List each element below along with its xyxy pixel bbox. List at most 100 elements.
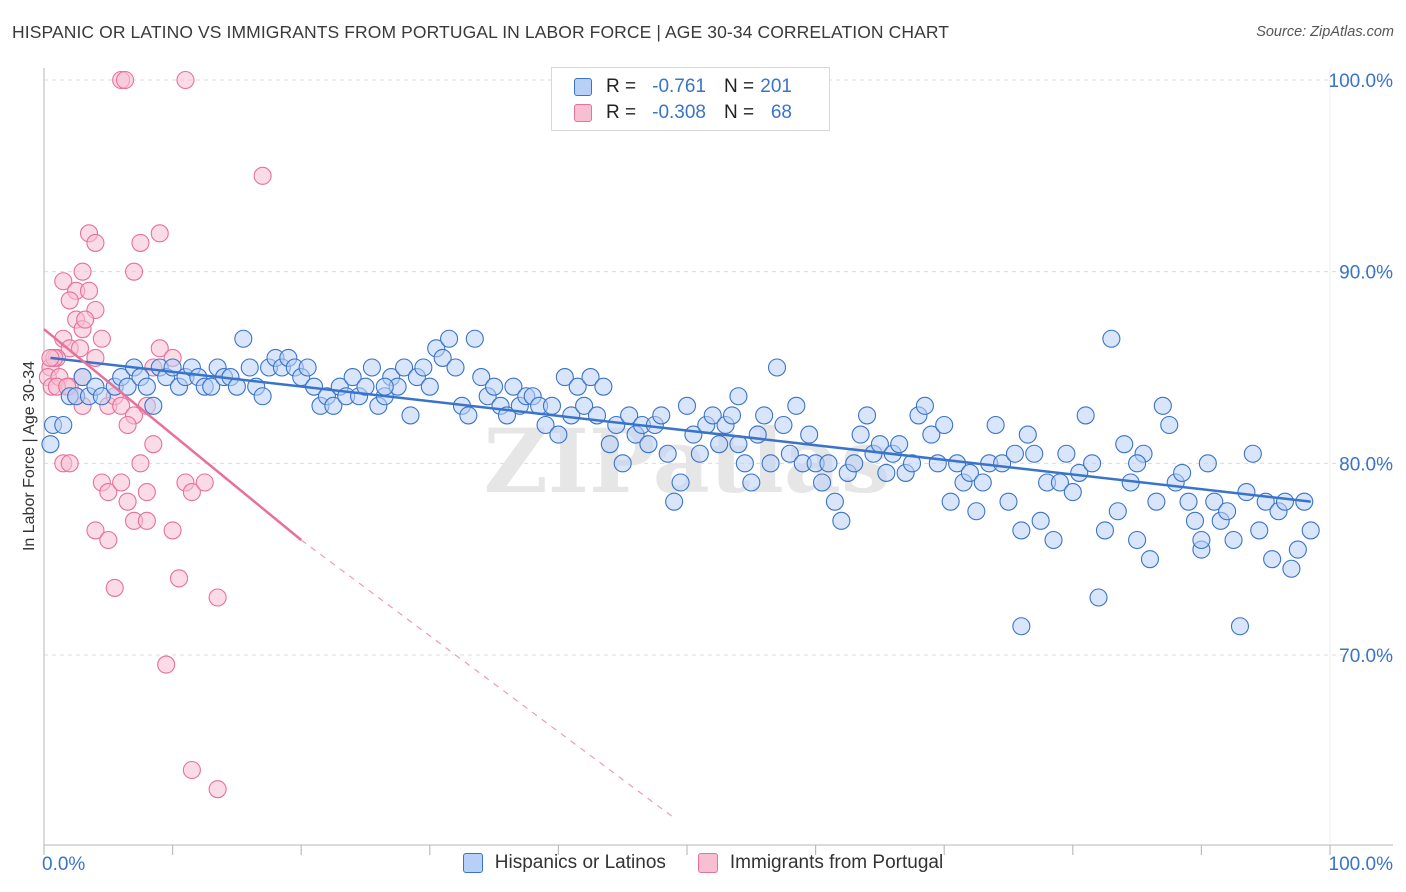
hispanic-point	[1230, 617, 1250, 636]
hispanic-point	[1070, 463, 1089, 482]
hispanic-point	[362, 358, 381, 377]
series-legend-label: Hispanics or Latinos	[494, 852, 666, 873]
portugal-point	[118, 415, 137, 435]
hispanic-point	[600, 435, 619, 454]
legend-row-portugal: R = -0.308 N = 68	[574, 101, 792, 125]
legend-n-value: 201	[760, 76, 792, 97]
hispanic-point	[343, 368, 362, 387]
hispanic-point	[1250, 521, 1269, 540]
hispanic-point	[690, 444, 709, 463]
hispanic-point	[658, 444, 677, 463]
hispanic-point	[1192, 530, 1211, 550]
y-tick-label: 70.0%	[1339, 646, 1393, 667]
series-legend-portugal: Immigrants from Portugal	[697, 852, 943, 874]
portugal-point	[60, 291, 79, 310]
hispanic-point	[92, 387, 111, 406]
hispanic-point	[568, 377, 587, 396]
hispanic-point	[767, 358, 787, 377]
portugal-point	[60, 454, 79, 473]
hispanic-trend-line	[50, 356, 1311, 503]
hispanic-point	[774, 415, 793, 435]
x-tick-label-min: 0.0%	[42, 854, 85, 875]
portugal-point	[112, 396, 131, 415]
hispanic-point	[1205, 492, 1224, 511]
series-legend-hispanic: Hispanics or Latinos	[462, 852, 666, 874]
hispanic-point	[1263, 550, 1282, 569]
hispanic-point	[703, 406, 722, 425]
hispanic-point	[1025, 444, 1044, 463]
hispanic-point	[1031, 511, 1050, 530]
hispanic-point	[1198, 454, 1217, 473]
portugal-point	[137, 511, 156, 530]
portugal-point	[208, 588, 227, 607]
hispanic-point	[504, 377, 523, 396]
hispanic-point	[472, 368, 491, 387]
hispanic-point	[915, 396, 934, 415]
hispanic-point	[890, 435, 909, 454]
hispanic-point	[1005, 444, 1024, 463]
hispanic-point	[1275, 492, 1295, 511]
portugal-point	[169, 569, 189, 588]
portugal-point	[73, 262, 92, 281]
y-axis-label: In Labor Force | Age 30-34	[21, 361, 38, 551]
hispanic-point	[780, 444, 799, 463]
hispanic-point	[542, 396, 562, 415]
hispanic-point	[1063, 483, 1082, 502]
hispanic-point	[677, 396, 697, 415]
hispanic-point	[54, 415, 73, 435]
hispanic-point	[800, 425, 819, 444]
hispanic-point	[742, 473, 761, 492]
legend-r-label: R =	[606, 102, 637, 123]
legend-n-value: 68	[770, 102, 792, 123]
hispanic-point	[1282, 559, 1301, 578]
portugal-point	[150, 224, 169, 243]
hispanic-point	[748, 425, 767, 444]
y-tick-label: 80.0%	[1339, 454, 1393, 475]
hispanic-point	[298, 358, 317, 377]
portugal-point	[163, 521, 182, 540]
legend-row-hispanic: R = -0.761 N = 201	[574, 75, 792, 99]
hispanic-point	[722, 406, 742, 425]
portugal-point	[182, 483, 201, 502]
portugal-point	[144, 435, 163, 454]
portugal-point	[86, 521, 105, 540]
legend-r-label: R =	[606, 76, 637, 97]
hispanic-point	[761, 454, 780, 473]
hispanic-point	[433, 348, 452, 367]
hispanic-points	[41, 329, 1320, 636]
portugal-point	[195, 473, 214, 492]
hispanic-point	[1301, 521, 1320, 540]
hispanic-point	[1115, 435, 1134, 454]
hispanic-point	[485, 377, 504, 396]
hispanic-point	[594, 377, 613, 396]
portugal-point	[208, 780, 227, 799]
hispanic-point	[652, 406, 671, 425]
hispanic-point	[575, 396, 594, 415]
hispanic-point	[1012, 521, 1031, 540]
portugal-point	[137, 483, 156, 502]
hispanic-point	[1147, 492, 1166, 511]
hispanic-point	[1083, 454, 1102, 473]
hispanic-point	[845, 454, 864, 473]
hispanic-point	[536, 415, 555, 435]
portugal-point	[118, 492, 137, 511]
hispanic-point	[735, 454, 754, 473]
hispanic-point	[1288, 540, 1307, 559]
hispanic-point	[812, 473, 832, 492]
hispanic-point	[324, 396, 343, 415]
hispanic-point	[41, 435, 60, 454]
hispanic-point	[440, 329, 459, 348]
correlation-legend: R = -0.761 N = 201 R = -0.308 N = 68	[551, 67, 830, 131]
portugal-point	[86, 233, 105, 252]
y-tick-label: 100.0%	[1329, 71, 1394, 92]
hispanic-point	[375, 377, 394, 396]
legend-swatch-blue	[574, 78, 592, 96]
hispanic-point	[1237, 483, 1256, 502]
portugal-points	[38, 70, 272, 799]
hispanic-point	[671, 473, 690, 492]
hispanic-point	[1057, 444, 1076, 463]
hispanic-point	[1012, 617, 1031, 636]
portugal-point	[99, 530, 118, 550]
y-tick-label: 90.0%	[1339, 263, 1393, 284]
hispanic-point	[73, 368, 92, 387]
